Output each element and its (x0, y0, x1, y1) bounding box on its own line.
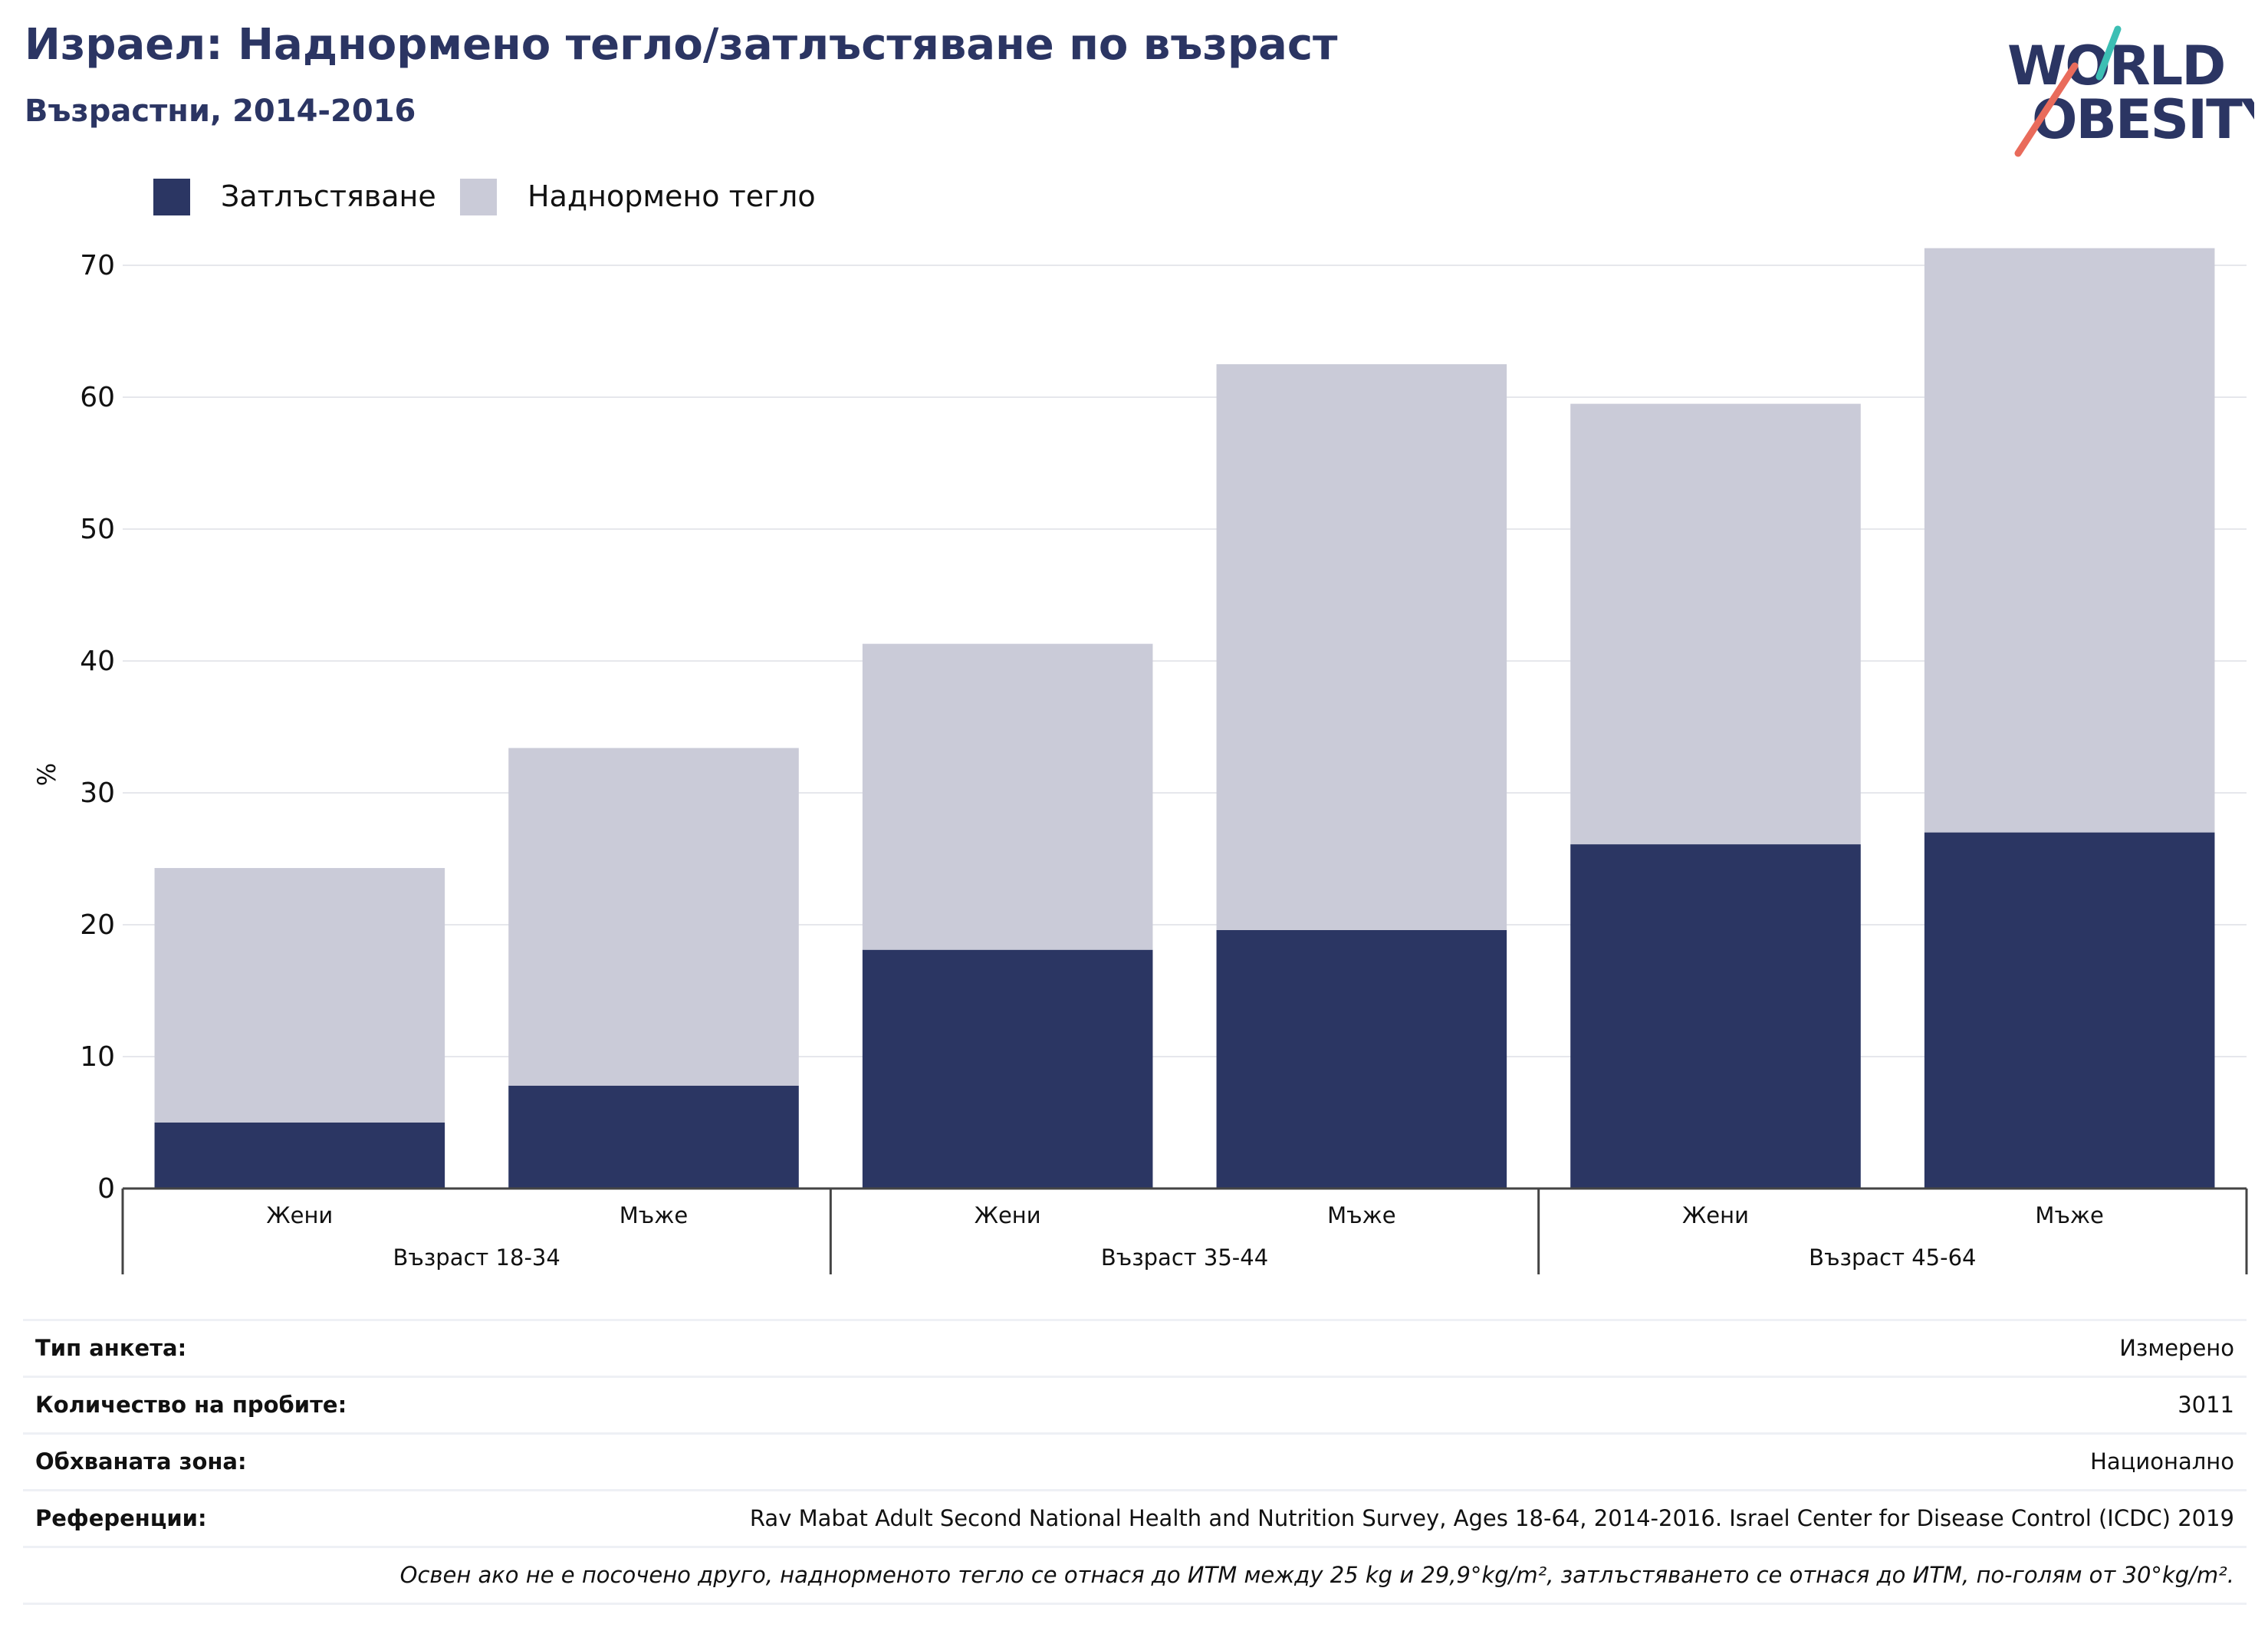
y-tick-label: 70 (80, 250, 115, 281)
x-tick-label: Жени (266, 1202, 333, 1228)
bar-overweight (862, 643, 1153, 950)
survey-row-note: Освен ако не е посочено друго, наднормен… (23, 1546, 2247, 1605)
legend-swatch-obesity (153, 179, 190, 215)
y-tick-label: 60 (80, 382, 115, 413)
bar-overweight (508, 748, 799, 1086)
sample-size-value: 3011 (2178, 1392, 2234, 1418)
coverage-area-label: Обхваната зона: (35, 1448, 247, 1475)
sample-size-label: Количество на пробите: (35, 1392, 347, 1418)
y-tick-label: 50 (80, 514, 115, 545)
logo-slash-red (2014, 62, 2079, 157)
survey-row-references: Референции: Rav Mabat Adult Second Natio… (23, 1489, 2247, 1546)
group-label: Възраст 35-44 (1101, 1244, 1268, 1271)
y-tick-label: 20 (80, 909, 115, 941)
survey-type-value: Измерено (2119, 1335, 2234, 1361)
bar-obesity (1924, 832, 2215, 1189)
y-tick-label: 40 (80, 646, 115, 677)
logo-slash-teal (2095, 25, 2122, 81)
bar-obesity (1570, 844, 1861, 1189)
references-value: Rav Mabat Adult Second National Health a… (749, 1505, 2234, 1531)
x-tick-label: Мъже (1327, 1202, 1395, 1228)
survey-row-type: Тип анкета: Измерено (23, 1319, 2247, 1376)
definition-note: Освен ако не е посочено друго, наднормен… (399, 1562, 2234, 1588)
y-axis-title: % (32, 763, 61, 786)
bar-overweight (1570, 403, 1861, 845)
bar-overweight (1924, 248, 2215, 833)
chart-subtitle: Възрастни, 2014-2016 (25, 94, 416, 129)
bar-obesity (154, 1123, 445, 1189)
y-tick-label: 10 (80, 1041, 115, 1073)
x-tick-label: Жени (1682, 1202, 1749, 1228)
world-obesity-logo: WORLD OBESITY (2007, 25, 2254, 157)
legend-label-obesity: Затлъстяване (221, 179, 436, 213)
y-tick-label: 0 (97, 1173, 115, 1205)
bar-chart: 0 10 20 30 40 50 60 70% Жени Мъже Жени Мъже Жени Мъже… (32, 248, 2248, 1274)
chart-title: Израел: Наднормено тегло/затлъстяване по… (25, 20, 1338, 70)
bar-obesity (862, 949, 1153, 1189)
survey-row-area: Обхваната зона: Национално (23, 1432, 2247, 1489)
group-label: Възраст 45-64 (1809, 1244, 1976, 1271)
bar-obesity (508, 1085, 799, 1189)
coverage-area-value: Национално (2090, 1448, 2234, 1475)
bar-obesity (1216, 929, 1507, 1189)
survey-info-table: Тип анкета: Измерено Количество на проби… (23, 1319, 2247, 1605)
legend-swatch-overweight (460, 179, 497, 215)
survey-row-sample: Количество на пробите: 3011 (23, 1376, 2247, 1432)
logo-text-obesity: OBESITY (2032, 88, 2254, 151)
y-tick-label: 30 (80, 778, 115, 809)
logo-text-world: WORLD (2007, 35, 2224, 97)
x-tick-label: Мъже (2035, 1202, 2103, 1228)
bar-overweight (1216, 364, 1507, 930)
x-tick-label: Жени (975, 1202, 1041, 1228)
group-label: Възраст 18-34 (393, 1244, 560, 1271)
references-label: Референции: (35, 1505, 207, 1531)
legend-label-overweight: Наднормено тегло (528, 179, 816, 213)
bar-overweight (154, 868, 445, 1123)
survey-type-label: Тип анкета: (35, 1335, 187, 1361)
x-tick-label: Мъже (620, 1202, 688, 1228)
